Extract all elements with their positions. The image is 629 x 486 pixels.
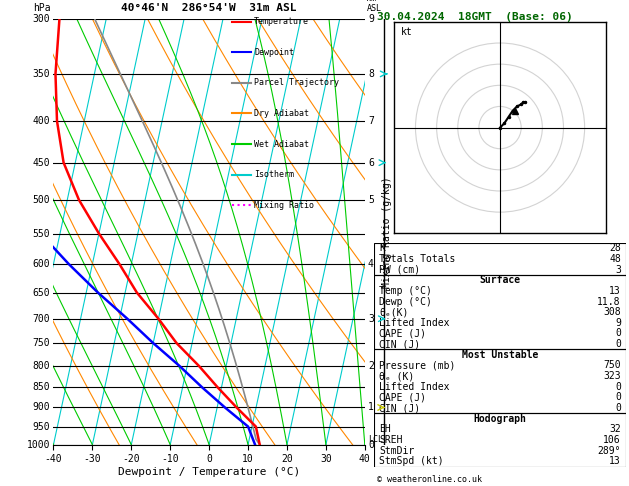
Text: Surface: Surface <box>479 275 521 285</box>
Text: 3: 3 <box>368 313 374 324</box>
Text: K: K <box>379 243 385 253</box>
Text: CIN (J): CIN (J) <box>379 339 420 349</box>
Text: 7: 7 <box>368 116 374 126</box>
Text: Totals Totals: Totals Totals <box>379 254 455 264</box>
Text: Temp (°C): Temp (°C) <box>379 286 432 296</box>
Text: Lifted Index: Lifted Index <box>379 318 450 328</box>
Text: 900: 900 <box>33 402 50 413</box>
Text: 0: 0 <box>615 329 621 338</box>
Text: Mixing Ratio (g/kg): Mixing Ratio (g/kg) <box>382 176 392 288</box>
Text: 30.04.2024  18GMT  (Base: 06): 30.04.2024 18GMT (Base: 06) <box>377 12 573 22</box>
Text: 13: 13 <box>609 456 621 466</box>
Text: 750: 750 <box>603 361 621 370</box>
Text: 48: 48 <box>609 254 621 264</box>
Text: 2: 2 <box>368 361 374 371</box>
Bar <box>374 243 626 275</box>
Bar <box>374 413 626 467</box>
Text: 40°46'N  286°54'W  31m ASL: 40°46'N 286°54'W 31m ASL <box>121 3 297 13</box>
Text: 800: 800 <box>33 361 50 371</box>
Text: 950: 950 <box>33 421 50 432</box>
X-axis label: Dewpoint / Temperature (°C): Dewpoint / Temperature (°C) <box>118 467 300 477</box>
Text: 9: 9 <box>615 318 621 328</box>
Text: 9: 9 <box>368 15 374 24</box>
Bar <box>374 275 626 349</box>
Text: 32: 32 <box>609 424 621 434</box>
Text: Temperature: Temperature <box>254 17 309 26</box>
Text: 700: 700 <box>33 313 50 324</box>
Text: Isotherm: Isotherm <box>254 170 294 179</box>
Text: Dry Adiabat: Dry Adiabat <box>254 109 309 118</box>
Text: LCL: LCL <box>368 435 383 444</box>
Text: Dewp (°C): Dewp (°C) <box>379 296 432 307</box>
Text: 350: 350 <box>33 69 50 79</box>
Text: CIN (J): CIN (J) <box>379 403 420 413</box>
Text: hPa: hPa <box>33 3 50 13</box>
Text: 750: 750 <box>33 338 50 348</box>
Text: StmSpd (kt): StmSpd (kt) <box>379 456 444 466</box>
Text: Lifted Index: Lifted Index <box>379 382 450 392</box>
Text: Mixing Ratio: Mixing Ratio <box>254 201 314 210</box>
Text: 6: 6 <box>368 157 374 168</box>
Text: Pressure (mb): Pressure (mb) <box>379 361 455 370</box>
Text: Hodograph: Hodograph <box>474 414 526 424</box>
Text: 106: 106 <box>603 435 621 445</box>
Text: EH: EH <box>379 424 391 434</box>
Bar <box>374 349 626 413</box>
Text: CAPE (J): CAPE (J) <box>379 329 426 338</box>
Text: 300: 300 <box>33 15 50 24</box>
Text: θₑ(K): θₑ(K) <box>379 307 409 317</box>
Text: 550: 550 <box>33 228 50 239</box>
Text: PW (cm): PW (cm) <box>379 264 420 275</box>
Text: 0: 0 <box>615 392 621 402</box>
Text: 500: 500 <box>33 195 50 205</box>
Text: 308: 308 <box>603 307 621 317</box>
Text: 450: 450 <box>33 157 50 168</box>
Text: Most Unstable: Most Unstable <box>462 350 538 360</box>
Text: CAPE (J): CAPE (J) <box>379 392 426 402</box>
Text: kt: kt <box>401 27 413 36</box>
Text: 0: 0 <box>615 403 621 413</box>
Text: 0: 0 <box>615 339 621 349</box>
Text: 3: 3 <box>615 264 621 275</box>
Text: 650: 650 <box>33 288 50 297</box>
Text: © weatheronline.co.uk: © weatheronline.co.uk <box>377 474 482 484</box>
Text: Parcel Trajectory: Parcel Trajectory <box>254 78 339 87</box>
Text: 13: 13 <box>609 286 621 296</box>
Text: 5: 5 <box>368 195 374 205</box>
Text: 289°: 289° <box>598 446 621 455</box>
Text: θₑ (K): θₑ (K) <box>379 371 415 381</box>
Text: SREH: SREH <box>379 435 403 445</box>
Text: 4: 4 <box>368 259 374 269</box>
Text: Wet Adiabat: Wet Adiabat <box>254 139 309 149</box>
Text: 11.8: 11.8 <box>598 296 621 307</box>
Text: 1000: 1000 <box>27 440 50 450</box>
Text: StmDir: StmDir <box>379 446 415 455</box>
Text: Dewpoint: Dewpoint <box>254 48 294 57</box>
Text: 0: 0 <box>615 382 621 392</box>
Text: 8: 8 <box>368 69 374 79</box>
Text: 1: 1 <box>368 402 374 413</box>
Text: 323: 323 <box>603 371 621 381</box>
Text: 400: 400 <box>33 116 50 126</box>
Text: 600: 600 <box>33 259 50 269</box>
Text: 850: 850 <box>33 382 50 392</box>
Text: km
ASL: km ASL <box>366 0 381 13</box>
Text: 28: 28 <box>609 243 621 253</box>
Text: 0: 0 <box>368 440 374 450</box>
